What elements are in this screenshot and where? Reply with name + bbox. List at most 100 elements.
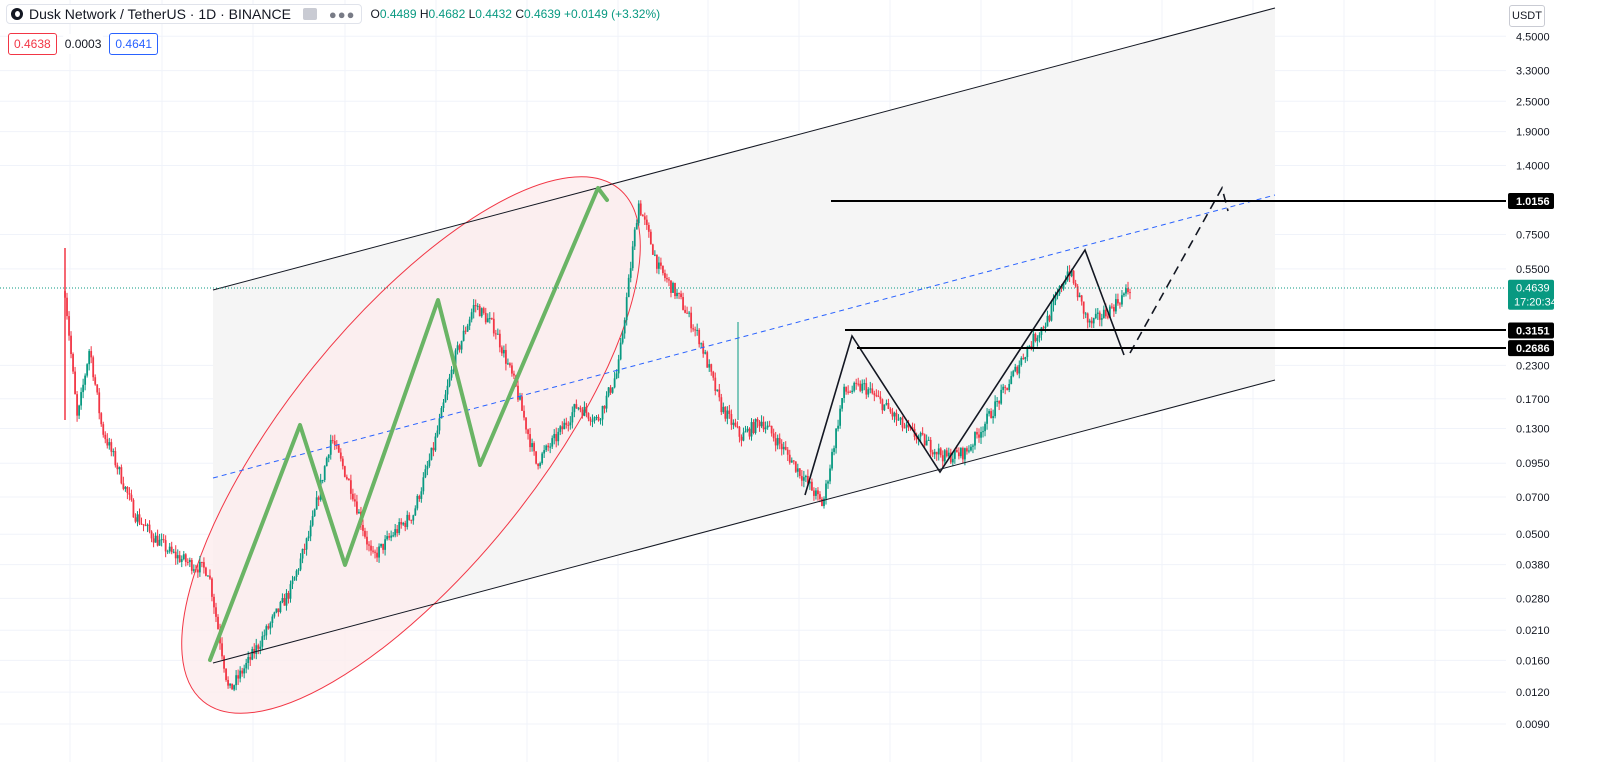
candle-body	[468, 319, 471, 326]
order-buttons: 0.4638 0.0003 0.4641	[8, 33, 159, 55]
candle-body	[1072, 270, 1075, 284]
candle-body	[976, 432, 978, 435]
candle-body	[804, 475, 807, 478]
candle-body	[380, 543, 382, 547]
candle-body	[434, 436, 437, 451]
candle-body	[90, 351, 93, 358]
candle-body	[1102, 309, 1105, 319]
candle-body	[1004, 386, 1007, 388]
candle-body	[653, 254, 656, 256]
candle-body	[575, 404, 578, 409]
candle-body	[774, 438, 777, 446]
candle-body	[557, 431, 560, 442]
candle-body	[160, 539, 163, 541]
candle-body	[901, 417, 904, 428]
candle-body	[982, 431, 984, 433]
candle-body	[1086, 313, 1089, 323]
candle-body	[875, 395, 878, 397]
candle-body	[1123, 293, 1125, 296]
candle-body	[817, 490, 819, 495]
candle-body	[1108, 306, 1111, 318]
candle-body	[231, 683, 233, 690]
candle-body	[925, 440, 928, 446]
candle-body	[752, 422, 755, 433]
candle-body	[152, 538, 155, 543]
candle-body	[203, 562, 205, 568]
candle-body	[444, 394, 447, 403]
candle-body	[1074, 283, 1077, 287]
candle-body	[1119, 303, 1121, 305]
candle-body	[907, 424, 910, 428]
candle-body	[412, 515, 415, 521]
candle-body	[74, 371, 76, 395]
candle-body	[378, 546, 380, 558]
candle-body	[531, 443, 533, 448]
candle-body	[762, 421, 765, 430]
candle-body	[458, 345, 461, 350]
candle-body	[446, 385, 449, 395]
drawings-front	[0, 7, 1506, 664]
symbol-box[interactable]: Dusk Network / TetherUS · 1D · BINANCE ●…	[6, 4, 363, 24]
candle-body	[225, 668, 227, 680]
candle-body	[800, 475, 803, 481]
candle-body	[448, 377, 451, 386]
candle-body	[603, 405, 606, 409]
level-price-label-bg	[1508, 340, 1554, 357]
price-tick-label: 4.5000	[1516, 31, 1550, 43]
candle-body	[200, 561, 203, 563]
more-dots-icon[interactable]: ●●●	[328, 6, 356, 22]
candle-body	[84, 375, 87, 385]
candle-body	[492, 318, 495, 334]
candle-body	[297, 569, 300, 571]
buy-price-button[interactable]: 0.4641	[109, 33, 159, 55]
candle-body	[88, 351, 91, 365]
candle-body	[374, 551, 376, 553]
level-price-label: 0.3151	[1516, 326, 1550, 338]
candle-body	[1020, 357, 1023, 365]
candle-body	[1064, 280, 1067, 284]
candle-body	[1002, 386, 1005, 390]
candle-body	[635, 223, 638, 230]
candle-body	[964, 448, 966, 460]
candle-body	[134, 517, 137, 522]
sell-price-button[interactable]: 0.4638	[8, 33, 57, 55]
candle-body	[496, 333, 499, 335]
candle-body	[345, 476, 348, 479]
candle-body	[263, 635, 266, 637]
candle-body	[349, 480, 352, 494]
candle-body	[581, 409, 584, 416]
flag-icon[interactable]	[302, 8, 317, 20]
candle-body	[915, 436, 918, 440]
candle-body	[480, 308, 483, 317]
candle-body	[118, 467, 121, 470]
candle-body	[996, 400, 999, 402]
candle-body	[853, 382, 856, 391]
candle-body	[1092, 318, 1095, 324]
candle-body	[1050, 305, 1053, 321]
candle-body	[257, 645, 260, 649]
impulse-wave	[208, 186, 609, 662]
candle-body	[1125, 288, 1127, 294]
candle-body	[700, 343, 703, 345]
candle-body	[281, 597, 284, 603]
candle-body	[138, 514, 141, 524]
candle-body	[780, 443, 783, 450]
candle-body	[678, 292, 680, 294]
candle-body	[513, 373, 515, 376]
price-axis[interactable]: 4.5000 3.3000 2.5000 1.9000 1.4000 0.7500 0.55…	[1508, 31, 1557, 731]
candle-body	[194, 569, 197, 571]
price-tick-label: 1.9000	[1516, 127, 1550, 139]
candle-body	[66, 297, 68, 317]
candle-body	[815, 490, 817, 496]
candle-body	[364, 530, 366, 537]
candle-body	[873, 393, 876, 396]
candle-body	[841, 398, 844, 409]
candle-body	[992, 416, 995, 419]
candle-body	[660, 262, 662, 266]
candle-body	[130, 494, 133, 500]
candle-body	[796, 468, 799, 472]
candle-body	[420, 491, 423, 499]
price-tick-label: 0.2300	[1516, 360, 1550, 372]
currency-button[interactable]: USDT	[1509, 5, 1545, 27]
